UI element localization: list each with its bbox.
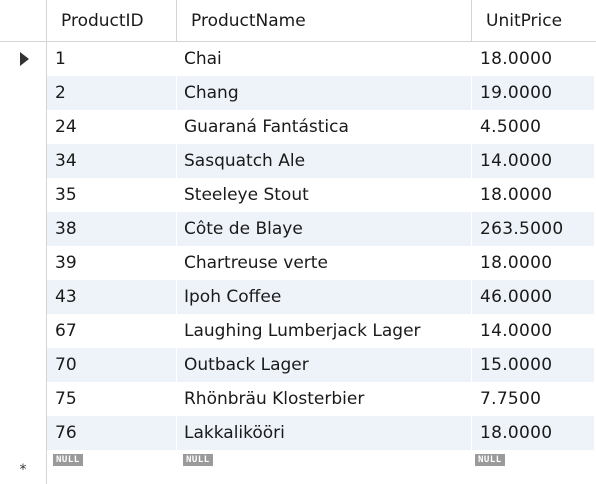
- productid-cell[interactable]: 34: [47, 144, 177, 178]
- productid-cell[interactable]: 75: [47, 382, 177, 416]
- productname-cell[interactable]: Rhönbräu Klosterbier: [177, 382, 472, 416]
- unitprice-cell[interactable]: 18.0000: [472, 246, 595, 280]
- table-row[interactable]: 38 Côte de Blaye 263.5000: [0, 212, 596, 246]
- productname-cell[interactable]: Ipoh Coffee: [177, 280, 472, 314]
- row-header[interactable]: [0, 416, 47, 450]
- unitprice-cell[interactable]: 14.0000: [472, 144, 595, 178]
- table-row[interactable]: 24 Guaraná Fantástica 4.5000: [0, 110, 596, 144]
- productname-cell[interactable]: Outback Lager: [177, 348, 472, 382]
- row-header[interactable]: [0, 144, 47, 178]
- productname-cell[interactable]: Côte de Blaye: [177, 212, 472, 246]
- productid-cell[interactable]: 24: [47, 110, 177, 144]
- row-header[interactable]: [0, 246, 47, 280]
- unitprice-cell[interactable]: 15.0000: [472, 348, 595, 382]
- productname-cell[interactable]: Sasquatch Ale: [177, 144, 472, 178]
- row-header[interactable]: [0, 42, 47, 76]
- table-row[interactable]: 67 Laughing Lumberjack Lager 14.0000: [0, 314, 596, 348]
- productname-cell[interactable]: Laughing Lumberjack Lager: [177, 314, 472, 348]
- null-badge: NULL: [475, 454, 505, 466]
- column-header-unitprice[interactable]: UnitPrice: [486, 10, 563, 31]
- new-row-productname-cell[interactable]: NULL: [177, 450, 472, 484]
- row-header[interactable]: [0, 382, 47, 416]
- unitprice-cell[interactable]: 19.0000: [472, 76, 595, 110]
- unitprice-cell[interactable]: 4.5000: [472, 110, 595, 144]
- row-header[interactable]: [0, 212, 47, 246]
- row-header[interactable]: [0, 348, 47, 382]
- productid-cell[interactable]: 2: [47, 76, 177, 110]
- current-row-arrow-icon: [19, 52, 29, 66]
- row-header-corner[interactable]: [0, 0, 47, 41]
- table-row[interactable]: 43 Ipoh Coffee 46.0000: [0, 280, 596, 314]
- new-row[interactable]: * NULL NULL NULL: [0, 450, 596, 484]
- productid-cell[interactable]: 39: [47, 246, 177, 280]
- row-header[interactable]: [0, 110, 47, 144]
- unitprice-cell[interactable]: 18.0000: [472, 178, 595, 212]
- row-header[interactable]: [0, 178, 47, 212]
- unitprice-cell[interactable]: 46.0000: [472, 280, 595, 314]
- productid-cell[interactable]: 35: [47, 178, 177, 212]
- table-row[interactable]: 75 Rhönbräu Klosterbier 7.7500: [0, 382, 596, 416]
- unitprice-cell[interactable]: 7.7500: [472, 382, 595, 416]
- table-row[interactable]: 39 Chartreuse verte 18.0000: [0, 246, 596, 280]
- grid-body: 1 Chai 18.0000 2 Chang 19.0000 24 Guaraná Fantá…: [0, 42, 596, 450]
- productid-cell[interactable]: 43: [47, 280, 177, 314]
- row-header-new[interactable]: *: [0, 450, 47, 484]
- productname-cell[interactable]: Chartreuse verte: [177, 246, 472, 280]
- unitprice-cell[interactable]: 263.5000: [472, 212, 595, 246]
- productid-cell[interactable]: 76: [47, 416, 177, 450]
- unitprice-cell[interactable]: 18.0000: [472, 416, 595, 450]
- column-header-productid[interactable]: ProductID: [47, 0, 177, 41]
- unitprice-cell[interactable]: 18.0000: [472, 42, 595, 76]
- table-row[interactable]: 34 Sasquatch Ale 14.0000: [0, 144, 596, 178]
- table-row[interactable]: 1 Chai 18.0000: [0, 42, 596, 76]
- unitprice-cell[interactable]: 14.0000: [472, 314, 595, 348]
- grid-header: ProductID ProductName UnitPrice: [0, 0, 596, 42]
- table-row[interactable]: 35 Steeleye Stout 18.0000: [0, 178, 596, 212]
- row-header[interactable]: [0, 280, 47, 314]
- productname-cell[interactable]: Chai: [177, 42, 472, 76]
- productid-cell[interactable]: 70: [47, 348, 177, 382]
- null-badge: NULL: [53, 454, 83, 466]
- table-row[interactable]: 2 Chang 19.0000: [0, 76, 596, 110]
- row-header[interactable]: [0, 76, 47, 110]
- null-badge: NULL: [183, 454, 213, 466]
- productid-cell[interactable]: 67: [47, 314, 177, 348]
- table-row[interactable]: 70 Outback Lager 15.0000: [0, 348, 596, 382]
- productname-cell[interactable]: Guaraná Fantástica: [177, 110, 472, 144]
- productname-cell[interactable]: Steeleye Stout: [177, 178, 472, 212]
- new-row-unitprice-cell[interactable]: NULL: [472, 450, 595, 484]
- productid-cell[interactable]: 1: [47, 42, 177, 76]
- new-row-asterisk-icon: *: [19, 462, 27, 478]
- productid-cell[interactable]: 38: [47, 212, 177, 246]
- column-header-productname[interactable]: ProductName: [177, 0, 472, 41]
- row-header[interactable]: [0, 314, 47, 348]
- table-row[interactable]: 76 Lakkalikööri 18.0000: [0, 416, 596, 450]
- productname-cell[interactable]: Lakkalikööri: [177, 416, 472, 450]
- new-row-productid-cell[interactable]: NULL: [47, 450, 177, 484]
- productname-cell[interactable]: Chang: [177, 76, 472, 110]
